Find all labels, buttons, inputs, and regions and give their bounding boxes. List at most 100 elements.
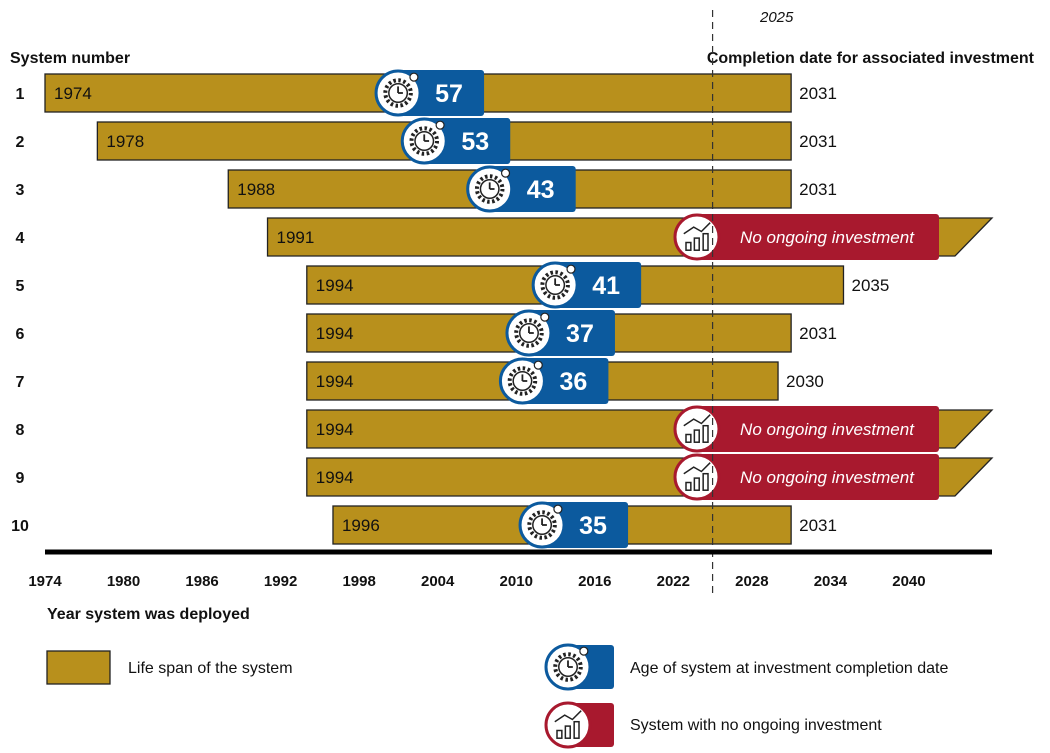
system-row: 9 1994 No ongoing investment [16,453,994,501]
x-tick-label: 2028 [735,573,768,590]
x-tick-label: 1974 [28,573,62,590]
age-badge-bg [555,262,642,308]
completion-year-label: 2031 [799,132,837,151]
start-year-label: 1974 [54,84,92,103]
x-tick-label: 2040 [892,573,925,590]
x-tick-label: 2010 [500,573,533,590]
system-row: 4 1991 No ongoing investment [16,213,994,261]
x-tick-label: 2034 [814,573,848,590]
system-number: 8 [16,422,25,439]
start-year-label: 1994 [316,372,354,391]
gear-clock-icon [400,117,448,165]
system-row: 3 1988 2031 43 [16,165,837,213]
legend-label-lifespan: Life span of the system [128,660,293,677]
gear-clock-icon [518,501,566,549]
no-investment-bg [697,406,939,452]
system-number: 3 [16,182,25,199]
legend-item-lifespan: Life span of the system [46,650,293,685]
bar-chart-icon [673,453,721,501]
system-row: 10 1996 2031 35 [11,501,837,549]
system-row: 5 1994 2035 41 [16,261,889,309]
bar-chart-icon [673,213,721,261]
legend-item-age: Age of system at investment completion d… [544,643,948,691]
completion-year-label: 2031 [799,516,837,535]
start-year-label: 1996 [342,516,380,535]
age-badge-bg [528,310,615,356]
x-tick-label: 2004 [421,573,455,590]
system-number: 10 [11,518,29,535]
system-number: 9 [16,470,25,487]
age-value: 41 [592,272,620,300]
start-year-label: 1994 [316,276,354,295]
gear-clock-icon [374,69,422,117]
system-number: 7 [16,374,25,391]
x-tick-label: 1980 [107,573,140,590]
legend-label-age: Age of system at investment completion d… [630,660,948,677]
start-year-label: 1994 [316,468,354,487]
x-tick-label: 1992 [264,573,297,590]
age-badge: 35 [518,501,629,549]
no-investment-label: No ongoing investment [740,468,915,487]
legend-item-no-investment: System with no ongoing investment [544,701,882,749]
start-year-label: 1994 [316,420,354,439]
age-badge-bg [424,118,511,164]
age-badge-bg [398,70,485,116]
start-year-label: 1994 [316,324,354,343]
x-tick-label: 2022 [657,573,690,590]
age-badge-bg [489,166,576,212]
gear-clock-icon [531,261,579,309]
age-value: 43 [527,176,555,204]
age-badge: 41 [531,261,642,309]
start-year-label: 1978 [106,132,144,151]
no-investment-badge: No ongoing investment [673,453,939,501]
age-badge: 53 [400,117,511,165]
bar-chart-icon [544,701,592,749]
bar-chart-icon [673,405,721,453]
system-number: 2 [16,134,25,151]
system-number: 5 [16,278,25,295]
no-investment-bg [697,214,939,260]
completion-year-label: 2035 [851,276,889,295]
age-value: 35 [579,512,607,540]
completion-year-label: 2031 [799,180,837,199]
right-column-title: Completion date for associated investmen… [707,50,1035,67]
no-investment-badge: No ongoing investment [673,213,939,261]
system-row: 6 1994 2031 37 [16,309,837,357]
system-number: 4 [16,230,25,247]
y-axis-title: System number [10,50,130,67]
age-badge: 43 [466,165,576,213]
legend-label-no-investment: System with no ongoing investment [630,717,882,734]
x-ticks: 1974 1980 1986 1992 1998 2004 2010 2016 2022 2028… [28,573,925,590]
legend-swatch-lifespan [46,650,111,685]
system-row: 1 1974 2031 57 [16,69,837,117]
age-value: 57 [435,80,463,108]
age-badge-bg [522,358,609,404]
age-value: 37 [566,320,594,348]
system-row: 2 1978 2031 53 [16,117,837,165]
current-year-marker-label: 2025 [759,9,794,26]
age-badge: 36 [498,357,609,405]
x-tick-label: 2016 [578,573,611,590]
system-row: 8 1994 No ongoing investment [16,405,994,453]
age-badge-bg [542,502,629,548]
gear-clock-icon [544,643,592,691]
system-row: 7 1994 2030 36 [16,357,824,405]
legend: Life span of the system Age of system at … [46,643,948,749]
gear-clock-icon [505,309,553,357]
start-year-label: 1988 [237,180,275,199]
system-number: 6 [16,326,25,343]
completion-year-label: 2030 [786,372,824,391]
no-investment-badge: No ongoing investment [673,405,939,453]
no-investment-label: No ongoing investment [740,420,915,439]
age-badge: 37 [505,309,615,357]
start-year-label: 1991 [277,228,315,247]
completion-year-label: 2031 [799,84,837,103]
age-value: 53 [461,128,489,156]
x-axis-title: Year system was deployed [47,606,250,623]
gear-clock-icon [498,357,546,405]
no-investment-bg [697,454,939,500]
age-badge: 57 [374,69,485,117]
age-value: 36 [560,368,588,396]
